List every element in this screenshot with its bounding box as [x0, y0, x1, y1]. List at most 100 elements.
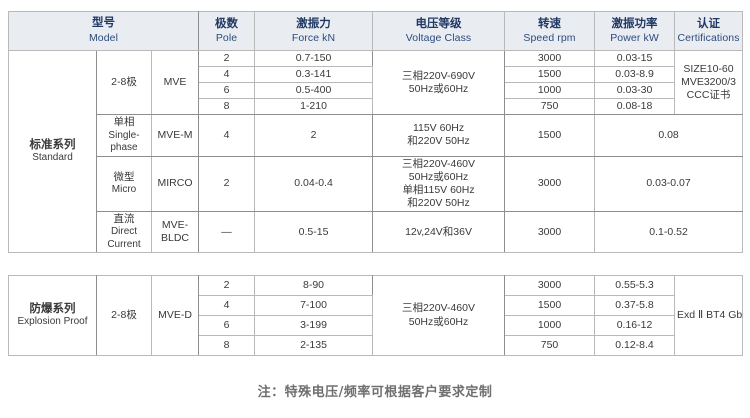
type-cell: 微型 Micro	[96, 155, 152, 212]
type-cell-cn: 单相	[113, 116, 135, 129]
power-cell: 0.37-5.8	[594, 295, 675, 316]
header-force-cn: 激振力	[296, 17, 331, 30]
power-cell: 0.03-15	[594, 49, 676, 68]
voltage-cell: 12v,24V和36V	[372, 210, 506, 254]
force-cell: 0.5-15	[254, 210, 374, 254]
pole-cell: 8	[198, 98, 256, 116]
voltage-line: 115V 60Hz	[412, 122, 465, 135]
series-explosion-proof-en: Explosion Proof	[17, 316, 88, 328]
force-cell: 2-135	[254, 335, 373, 356]
type-cell: 2-8极	[96, 275, 152, 356]
table-row: 8 2-135 750 0.12-8.4	[9, 335, 743, 356]
table-row: 直流 Direct Current MVE- BLDC — 0.5-15 12v…	[9, 210, 744, 254]
power-cell: 0.1-0.52	[594, 210, 744, 254]
header-voltage-cn: 电压等级	[415, 17, 462, 30]
header-model: 型号 Model	[7, 11, 200, 51]
certification-line: CCC证书	[686, 89, 731, 102]
type-cell: 2-8极	[96, 49, 152, 116]
speed-cell: 750	[504, 335, 595, 356]
pole-cell: 2	[198, 155, 256, 212]
voltage-line: 50Hz或60Hz	[408, 82, 469, 95]
power-cell: 0.03-0.07	[594, 155, 744, 212]
footer-note: 注：特殊电压/频率可根据客户要求定制	[257, 385, 493, 400]
header-certification-en: Certifications	[677, 31, 740, 44]
voltage-line: 50Hz或60Hz	[408, 315, 469, 328]
pole-cell: 4	[198, 114, 256, 157]
table-row: 防爆系列 Explosion Proof 2-8极 MVE-D 2 8-90 三…	[8, 275, 743, 356]
series-standard-cn: 标准系列	[29, 139, 76, 152]
model-cell: MVE	[150, 49, 200, 116]
header-pole-cn: 极数	[215, 17, 239, 30]
header-force: 激振力 Force kN	[254, 11, 374, 51]
voltage-line: 单相115V 60Hz	[402, 183, 475, 196]
header-voltage: 电压等级 Voltage Class	[372, 11, 506, 51]
force-cell: 1-210	[254, 98, 374, 116]
voltage-cell: 三相220V-460V 50Hz或60Hz	[372, 275, 505, 356]
speed-cell: 3000	[504, 275, 595, 296]
voltage-line: 50Hz或60Hz	[408, 170, 469, 183]
series-explosion-proof-cell: 防爆系列 Explosion Proof	[8, 275, 97, 356]
speed-cell: 1500	[504, 114, 596, 157]
pole-cell: 2	[198, 49, 256, 68]
power-cell: 0.55-5.3	[594, 275, 675, 296]
type-cell-en-2: phase	[110, 142, 138, 153]
table-row: 单相 Single- phase MVE-M 4 2 115V 60Hz 和22…	[9, 114, 744, 157]
speed-cell: 3000	[504, 210, 596, 254]
type-cell: 单相 Single- phase	[96, 114, 152, 157]
voltage-line: 12v,24V和36V	[405, 225, 472, 238]
header-certification-cn: 认证	[697, 17, 721, 30]
voltage-line: 三相220V-460V	[402, 302, 475, 315]
pole-cell: —	[198, 210, 256, 254]
header-pole-en: Pole	[215, 31, 238, 44]
force-cell: 0.3-141	[254, 65, 374, 84]
model-cell: MVE-D	[151, 275, 199, 356]
header-pole: 极数 Pole	[198, 11, 256, 51]
table-row: 8 1-210 750 0.08-18	[9, 98, 743, 116]
pole-cell: 4	[198, 295, 255, 316]
header-power-cn: 激振功率	[611, 17, 658, 30]
pole-cell: 4	[198, 65, 256, 84]
force-cell: 3-199	[254, 315, 373, 336]
header-certification: 认证 Certifications	[674, 11, 744, 51]
force-cell: 2	[254, 114, 374, 157]
table-row: 微型 Micro MIRCO 2 0.04-0.4 三相220V-460V 50…	[9, 155, 744, 212]
speed-cell: 3000	[504, 155, 596, 212]
type-cell-cn: 直流	[113, 213, 135, 225]
speed-cell: 1500	[504, 295, 595, 316]
model-cell: MVE-M	[150, 114, 200, 157]
pole-cell: 2	[198, 275, 255, 296]
speed-cell: 1500	[504, 65, 596, 84]
standard-series-table: 型号 Model 极数 Pole 激振力 Force kN 电压等级 Volta…	[7, 11, 744, 254]
voltage-cell: 115V 60Hz 和220V 50Hz	[372, 114, 506, 157]
power-cell: 0.03-8.9	[594, 65, 676, 84]
power-cell: 0.12-8.4	[594, 335, 675, 356]
speed-cell: 3000	[504, 49, 596, 68]
header-force-en: Force kN	[291, 31, 336, 44]
certification-line: SIZE10-60	[683, 62, 734, 75]
series-explosion-proof-cn: 防爆系列	[29, 303, 76, 316]
series-standard-cell: 标准系列 Standard	[8, 49, 97, 254]
pole-cell: 8	[198, 335, 255, 356]
voltage-line: 三相220V-690V	[402, 69, 476, 82]
pole-cell: 6	[198, 82, 256, 100]
force-cell: 0.04-0.4	[254, 155, 374, 212]
header-power: 激振功率 Power kW	[594, 11, 676, 51]
force-cell: 0.5-400	[254, 82, 374, 100]
voltage-cell: 三相220V-690V 50Hz或60Hz	[372, 49, 506, 116]
type-cell-en: Micro	[111, 184, 137, 196]
force-cell: 0.7-150	[254, 49, 374, 68]
voltage-cell: 三相220V-460V 50Hz或60Hz 单相115V 60Hz 和220V …	[372, 155, 506, 212]
power-cell: 0.03-30	[594, 82, 676, 100]
model-cell: MIRCO	[150, 155, 200, 212]
model-line-1: MVE-	[161, 218, 189, 231]
table-header-row: 型号 Model 极数 Pole 激振力 Force kN 电压等级 Volta…	[7, 11, 744, 51]
speed-cell: 1000	[504, 315, 595, 336]
pole-cell: 6	[198, 315, 255, 336]
header-speed-en: Speed rpm	[523, 31, 576, 44]
table-row: 标准系列 Standard 2-8极 MVE 2 0.7-150 三相220V-…	[8, 49, 744, 254]
force-cell: 8-90	[254, 275, 373, 296]
header-model-en: Model	[88, 31, 119, 44]
force-cell: 7-100	[254, 295, 373, 316]
series-standard-en: Standard	[32, 152, 73, 164]
